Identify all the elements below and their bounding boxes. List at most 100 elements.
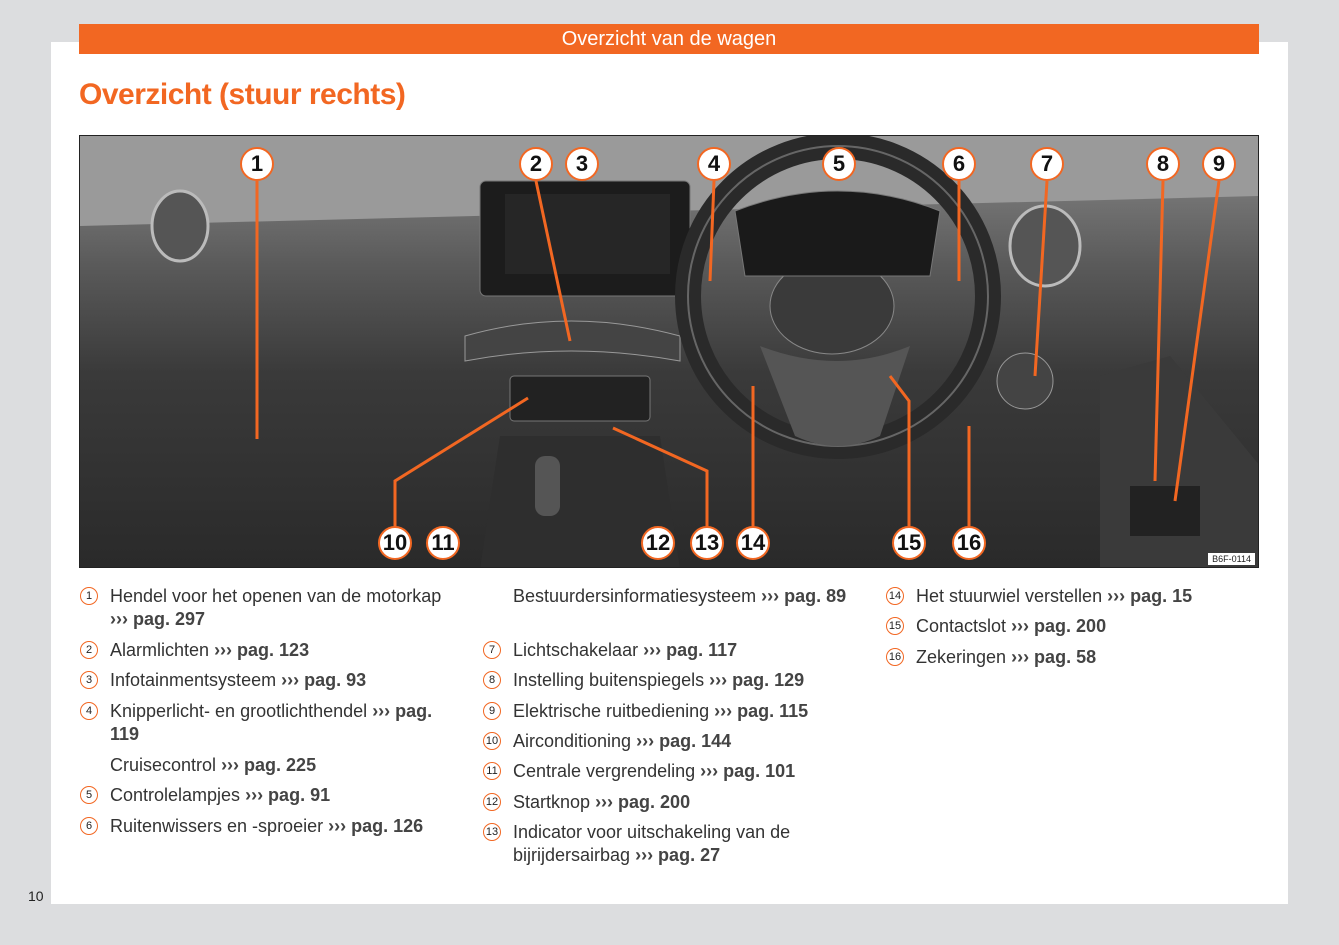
page-reference-link[interactable]: ››› pag. 119: [110, 701, 433, 744]
callout-9: 9: [1202, 147, 1236, 181]
callout-10: 10: [378, 526, 412, 560]
page-reference-link[interactable]: ››› pag. 91: [245, 785, 331, 805]
callout-13: 13: [690, 526, 724, 560]
item-label: Cruisecontrol: [110, 755, 217, 775]
item-number-badge: 14: [886, 587, 904, 605]
item-text: Ruitenwissers en -sproeier ››› pag. 126: [80, 815, 460, 838]
callout-15: 15: [892, 526, 926, 560]
item-label: Hendel voor het openen van de motorkap: [110, 586, 442, 606]
legend-item: 7 Lichtschakelaar ››› pag. 117: [483, 639, 863, 662]
item-text: Centrale vergrendeling ››› pag. 101: [483, 760, 863, 783]
page-reference-link[interactable]: ››› pag. 117: [643, 640, 738, 660]
item-text: Lichtschakelaar ››› pag. 117: [483, 639, 863, 662]
item-label: Lichtschakelaar: [513, 640, 639, 660]
item-label: Instelling buitenspiegels: [513, 670, 705, 690]
callout-3: 3: [565, 147, 599, 181]
item-number-badge: 7: [483, 641, 501, 659]
item-number-badge: 5: [80, 786, 98, 804]
legend-item: 14 Het stuurwiel verstellen ››› pag. 15: [886, 585, 1266, 608]
legend-item: 13 Indicator voor uitschakeling van de bi…: [483, 821, 863, 867]
legend-item: 8 Instelling buitenspiegels ››› pag. 129: [483, 669, 863, 692]
page-reference-link[interactable]: ››› pag. 15: [1107, 586, 1193, 606]
callout-16: 16: [952, 526, 986, 560]
item-number-badge: 2: [80, 641, 98, 659]
section-header: Overzicht van de wagen: [79, 24, 1259, 54]
legend-item: 3 Infotainmentsysteem ››› pag. 93: [80, 669, 460, 692]
legend-item: 5 Controlelampjes ››› pag. 91: [80, 784, 460, 807]
page-reference-link[interactable]: ››› pag. 115: [714, 701, 809, 721]
item-label: Alarmlichten: [110, 640, 210, 660]
item-label: Startknop: [513, 792, 591, 812]
callout-4: 4: [697, 147, 731, 181]
page-reference-link[interactable]: ››› pag. 225: [221, 755, 317, 775]
item-text: Knipperlicht- en grootlichthendel ››› pa…: [80, 700, 460, 746]
item-number-badge: 12: [483, 793, 501, 811]
item-number-badge: 15: [886, 617, 904, 635]
item-number-badge: 8: [483, 671, 501, 689]
page-reference-link[interactable]: ››› pag. 126: [328, 816, 424, 836]
item-text: Elektrische ruitbediening ››› pag. 115: [483, 700, 863, 723]
figure-code: B6F-0114: [1208, 553, 1255, 565]
item-text: Het stuurwiel verstellen ››› pag. 15: [886, 585, 1266, 608]
item-number-badge: 4: [80, 702, 98, 720]
item-label: Ruitenwissers en -sproeier: [110, 816, 324, 836]
legend-item: 2 Alarmlichten ››› pag. 123: [80, 639, 460, 662]
item-text: Controlelampjes ››› pag. 91: [80, 784, 460, 807]
legend-item: 6 Ruitenwissers en -sproeier ››› pag. 126: [80, 815, 460, 838]
item-text: Airconditioning ››› pag. 144: [483, 730, 863, 753]
item-label: Contactslot: [916, 616, 1007, 636]
legend-item: 10 Airconditioning ››› pag. 144: [483, 730, 863, 753]
page-reference-link[interactable]: ››› pag. 89: [761, 586, 847, 606]
legend-item: 16 Zekeringen ››› pag. 58: [886, 646, 1266, 669]
legend-item: Cruisecontrol ››› pag. 225: [80, 754, 460, 777]
legend-item: 12 Startknop ››› pag. 200: [483, 791, 863, 814]
page-reference-link[interactable]: ››› pag. 93: [281, 670, 367, 690]
item-text: Alarmlichten ››› pag. 123: [80, 639, 460, 662]
page-reference-link[interactable]: ››› pag. 200: [595, 792, 691, 812]
item-label: Zekeringen: [916, 647, 1007, 667]
item-text: Bestuurdersinformatiesysteem ››› pag. 89: [483, 585, 863, 608]
callout-1: 1: [240, 147, 274, 181]
callout-6: 6: [942, 147, 976, 181]
item-label: Controlelampjes: [110, 785, 241, 805]
item-label: Infotainmentsysteem: [110, 670, 277, 690]
page-number: 10: [28, 888, 44, 904]
callout-8: 8: [1146, 147, 1180, 181]
item-number-badge: 11: [483, 762, 501, 780]
item-label: Airconditioning: [513, 731, 632, 751]
page-reference-link[interactable]: ››› pag. 297: [110, 609, 206, 629]
page-reference-link[interactable]: ››› pag. 144: [636, 731, 732, 751]
legend-item: 15 Contactslot ››› pag. 200: [886, 615, 1266, 638]
item-text: Indicator voor uitschakeling van de bijr…: [483, 821, 863, 867]
callout-5: 5: [822, 147, 856, 181]
item-label: Bestuurdersinformatiesysteem: [513, 586, 757, 606]
callout-12: 12: [641, 526, 675, 560]
callout-11: 11: [426, 526, 460, 560]
item-text: Contactslot ››› pag. 200: [886, 615, 1266, 638]
legend-item: 4 Knipperlicht- en grootlichthendel ››› p…: [80, 700, 460, 746]
item-number-badge: 3: [80, 671, 98, 689]
item-number-badge: 16: [886, 648, 904, 666]
item-label: Indicator voor uitschakeling van de bijr…: [513, 822, 791, 865]
item-number-badge: 6: [80, 817, 98, 835]
legend-item: 11 Centrale vergrendeling ››› pag. 101: [483, 760, 863, 783]
item-label: Het stuurwiel verstellen: [916, 586, 1103, 606]
item-text: Hendel voor het openen van de motorkap ›…: [80, 585, 460, 631]
item-number-badge: 1: [80, 587, 98, 605]
page-title: Overzicht (stuur rechts): [79, 78, 406, 111]
item-text: Startknop ››› pag. 200: [483, 791, 863, 814]
item-label: Knipperlicht- en grootlichthendel: [110, 701, 368, 721]
item-text: Zekeringen ››› pag. 58: [886, 646, 1266, 669]
dashboard-photo: 1 2 3 4 5 6 7 8 9 10 11 12 13 14 15 16 B…: [79, 135, 1259, 568]
page-reference-link[interactable]: ››› pag. 129: [709, 670, 805, 690]
item-number-badge: 9: [483, 702, 501, 720]
item-number-badge: 10: [483, 732, 501, 750]
item-text: Instelling buitenspiegels ››› pag. 129: [483, 669, 863, 692]
page-reference-link[interactable]: ››› pag. 27: [635, 845, 721, 865]
item-text: Infotainmentsysteem ››› pag. 93: [80, 669, 460, 692]
page-reference-link[interactable]: ››› pag. 101: [700, 761, 796, 781]
callout-2: 2: [519, 147, 553, 181]
page-reference-link[interactable]: ››› pag. 58: [1011, 647, 1097, 667]
page-reference-link[interactable]: ››› pag. 123: [214, 640, 310, 660]
page-reference-link[interactable]: ››› pag. 200: [1011, 616, 1107, 636]
